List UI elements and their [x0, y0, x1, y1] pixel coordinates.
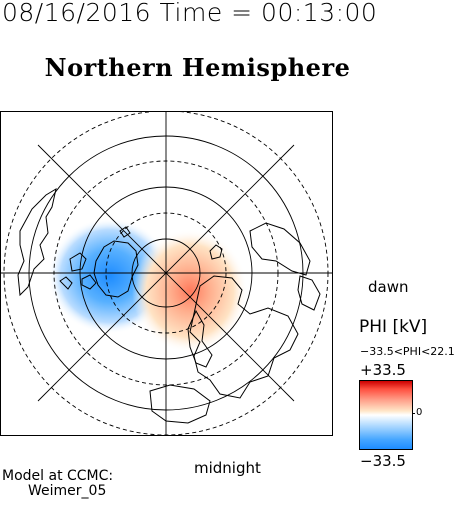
- model-credit: Model at CCMC: Weimer_05: [2, 469, 113, 499]
- colorbar-max-label: +33.5: [360, 361, 406, 379]
- dawn-label: dawn: [368, 278, 409, 296]
- coastline-greenland: [93, 240, 139, 298]
- model-credit-line2: Weimer_05: [28, 483, 107, 499]
- timestamp: 08/16/2016 Time = 00:13:00: [2, 0, 378, 27]
- colorbar-zero-label: 0: [416, 407, 423, 418]
- colorbar-zero-tick: [412, 413, 415, 414]
- colorbar-min-label: −33.5: [360, 452, 406, 470]
- meridian-line: [37, 144, 295, 402]
- coastline-svalbard: [209, 244, 223, 260]
- coastline-siberia: [249, 222, 321, 311]
- colorbar-title: PHI [kV]: [359, 317, 428, 337]
- midnight-label: midnight: [194, 459, 261, 477]
- colorbar: [359, 380, 413, 450]
- coastline-arctic-islands: [59, 226, 131, 290]
- colorbar-range: −33.5<PHI<22.1: [360, 345, 455, 358]
- coastline-north-america: [17, 187, 57, 297]
- coastline-scandinavia: [187, 309, 213, 368]
- model-credit-line1: Model at CCMC:: [2, 468, 114, 484]
- potential-positive-cell: [132, 229, 248, 353]
- coastline-europe-south: [149, 384, 211, 424]
- polar-map: [0, 111, 333, 436]
- hemisphere-title: Northern Hemisphere: [44, 53, 351, 82]
